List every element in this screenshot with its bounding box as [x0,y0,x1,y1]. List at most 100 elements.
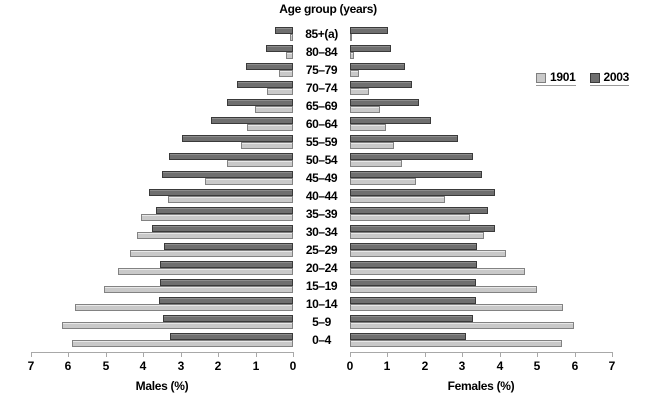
legend-swatch-1901-icon [536,72,546,83]
males-axis-tick-label: 2 [214,359,222,373]
males-axis-tick-label: 7 [27,359,35,373]
age-group-label: 5–9 [312,315,331,329]
bar-females-1901 [350,106,380,113]
chart-title: Age group (years) [279,2,377,16]
legend-label-2003: 2003 [603,70,630,84]
bar-females-1901 [350,178,416,185]
bar-males-1901 [290,34,293,41]
females-axis-tick [500,352,501,357]
age-group-label: 35–39 [305,207,338,221]
females-axis-tick [537,352,538,357]
bar-males-2003 [227,99,293,106]
females-axis-tick-label: 5 [533,359,541,373]
legend: 1901 2003 [536,70,630,86]
bar-females-2003 [350,45,392,52]
males-axis-tick [143,352,144,357]
age-group-label: 20–24 [305,261,338,275]
males-axis-tick-label: 3 [177,359,185,373]
bar-males-2003 [245,63,293,70]
age-group-label: 85+(a) [305,27,338,41]
females-axis-title: Females (%) [447,379,515,393]
bar-females-2003 [350,207,489,214]
age-group-label: 40–44 [305,189,338,203]
bar-females-2003 [350,117,431,124]
males-axis-line [31,352,293,353]
bar-females-1901 [350,142,395,149]
females-axis-tick-label: 0 [346,359,354,373]
bar-males-2003 [159,297,293,304]
bar-females-1901 [350,214,470,221]
bar-males-1901 [267,88,293,95]
bar-males-1901 [141,214,293,221]
females-axis-tick-label: 2 [421,359,429,373]
bar-males-2003 [149,189,293,196]
age-group-label: 50–54 [305,153,338,167]
legend-item-1901: 1901 [536,70,576,86]
bar-males-2003 [151,225,293,232]
bar-males-2003 [182,135,293,142]
bar-males-2003 [236,81,293,88]
bar-females-2003 [350,171,483,178]
bar-females-1901 [350,160,403,167]
bar-females-1901 [350,232,484,239]
females-axis-tick [350,352,351,357]
bar-males-1901 [118,268,293,275]
bar-males-1901 [279,70,293,77]
bar-females-2003 [350,153,474,160]
females-axis-tick-label: 6 [571,359,579,373]
females-axis-tick [612,352,613,357]
legend-swatch-2003-icon [589,72,600,83]
males-axis-title: Males (%) [135,379,189,393]
bar-females-2003 [350,225,495,232]
bar-females-2003 [350,243,478,250]
males-axis-tick [256,352,257,357]
males-axis-tick-label: 4 [139,359,147,373]
females-axis-line [350,352,612,353]
males-axis-tick [181,352,182,357]
age-group-label: 65–69 [305,99,338,113]
age-group-label: 55–59 [305,135,338,149]
age-group-label: 70–74 [305,81,338,95]
females-axis-tick [425,352,426,357]
bar-males-2003 [169,333,293,340]
legend-item-2003: 2003 [589,70,630,86]
bar-males-1901 [205,178,293,185]
bar-males-1901 [240,142,293,149]
bar-males-1901 [62,322,293,329]
bar-females-2003 [350,27,389,34]
bar-females-1901 [350,124,387,131]
bar-females-1901 [350,286,538,293]
bar-females-1901 [350,52,355,59]
females-axis-tick-label: 1 [383,359,391,373]
males-axis-tick-label: 0 [289,359,297,373]
bar-males-2003 [160,261,293,268]
age-group-label: 80–84 [305,45,338,59]
bar-females-1901 [350,70,360,77]
bar-males-2003 [160,279,293,286]
age-group-label: 75–79 [305,63,338,77]
bar-males-2003 [211,117,293,124]
bar-males-2003 [163,315,293,322]
males-axis-tick-label: 6 [64,359,72,373]
bar-males-1901 [246,124,293,131]
age-group-label: 30–34 [305,225,338,239]
bar-females-2003 [350,315,473,322]
males-axis-tick-label: 1 [252,359,260,373]
legend-label-1901: 1901 [550,70,576,84]
females-axis-tick [575,352,576,357]
bar-males-2003 [163,243,293,250]
bar-males-1901 [285,52,293,59]
bar-females-1901 [350,34,352,41]
males-axis-tick [31,352,32,357]
bar-females-2003 [350,333,466,340]
age-group-label: 10–14 [305,297,338,311]
age-group-label: 25–29 [305,243,338,257]
bar-females-2003 [350,81,412,88]
females-axis-tick-label: 7 [608,359,616,373]
bar-males-2003 [161,171,293,178]
bar-males-2003 [155,207,293,214]
age-group-label: 45–49 [305,171,338,185]
age-group-label: 60–64 [305,117,338,131]
